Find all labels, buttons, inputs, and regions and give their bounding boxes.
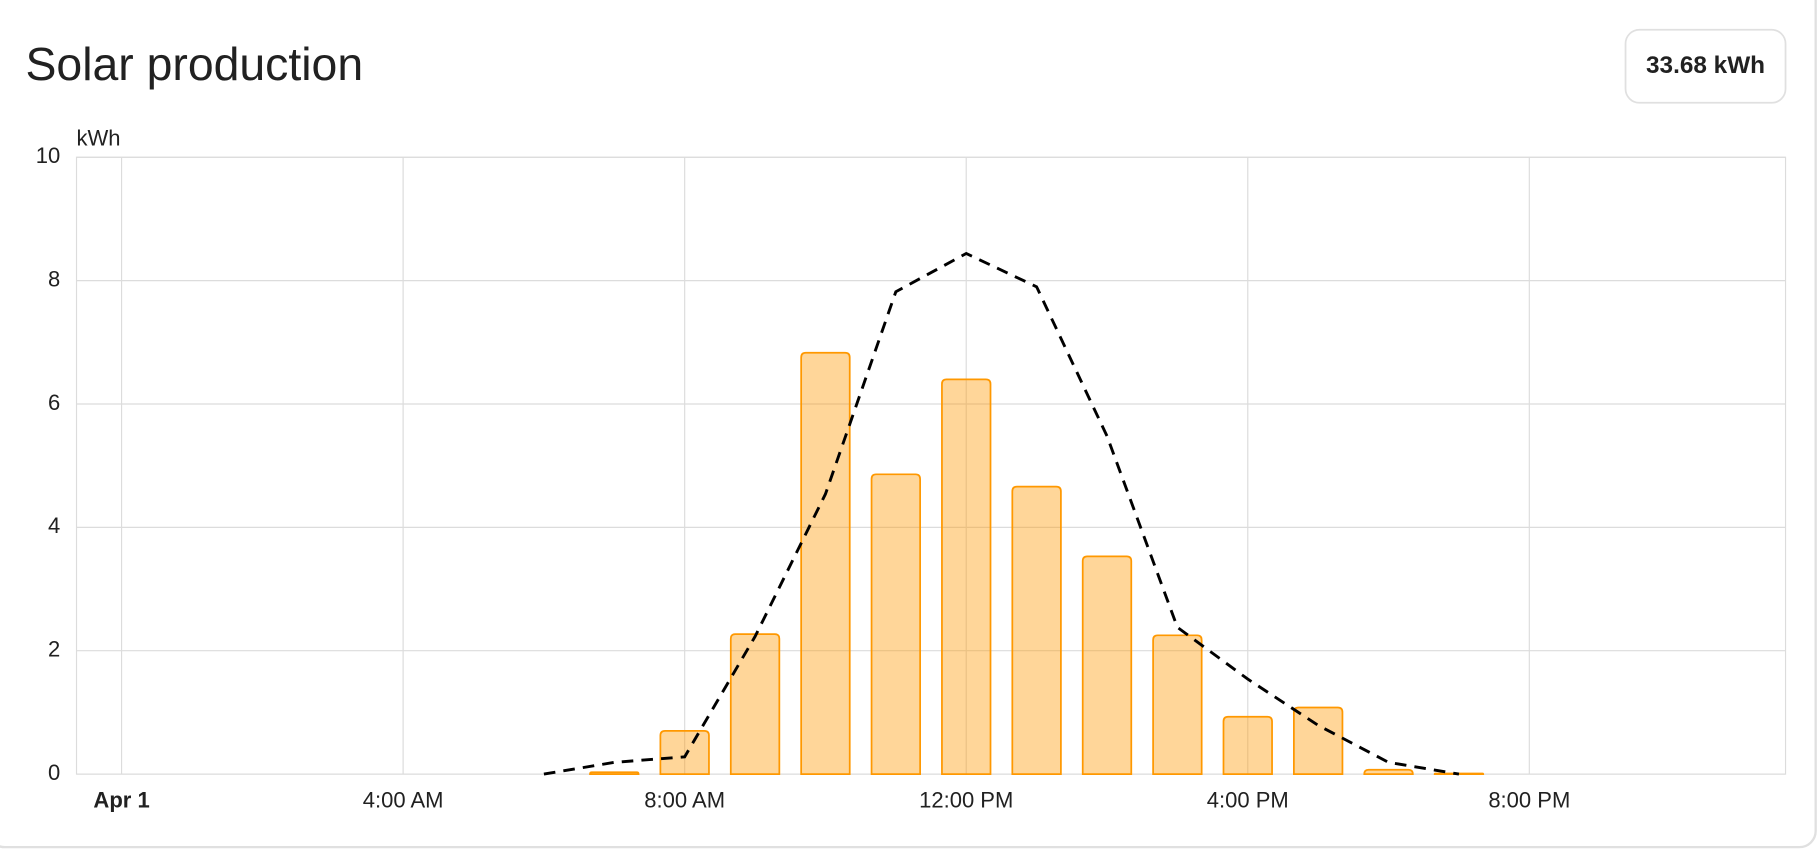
- x-tick-label: 8:00 AM: [644, 788, 725, 813]
- y-tick-label: 4: [48, 513, 60, 538]
- total-badge[interactable]: [1624, 28, 1787, 104]
- x-tick-label: 4:00 AM: [363, 788, 444, 813]
- bar: [941, 378, 992, 775]
- forecast-line: [543, 251, 1460, 776]
- x-tick-label: Apr 1: [93, 788, 149, 813]
- y-unit-label: kWh: [77, 126, 121, 151]
- x-tick-label: 12:00 PM: [919, 788, 1013, 813]
- bar: [870, 473, 921, 775]
- bar: [1011, 485, 1062, 775]
- y-tick-label: 2: [48, 637, 60, 662]
- y-tick-label: 6: [48, 390, 60, 415]
- bar: [1293, 706, 1344, 775]
- y-tick-label: 8: [48, 266, 60, 291]
- x-tick-label: 8:00 PM: [1488, 788, 1570, 813]
- y-tick-label: 0: [48, 760, 60, 785]
- bar: [659, 730, 710, 775]
- bar: [1081, 555, 1133, 775]
- total-value: 33.68 kWh: [1646, 52, 1765, 79]
- bar: [1152, 634, 1203, 775]
- bar: [800, 351, 851, 775]
- x-tick-label: 4:00 PM: [1207, 788, 1289, 813]
- card-title: Solar production: [26, 38, 364, 90]
- bar: [729, 633, 781, 775]
- plot-border: [75, 156, 1787, 775]
- bar: [589, 771, 640, 775]
- y-tick-label: 10: [36, 143, 61, 168]
- bar: [1363, 768, 1414, 775]
- bar: [1222, 715, 1273, 775]
